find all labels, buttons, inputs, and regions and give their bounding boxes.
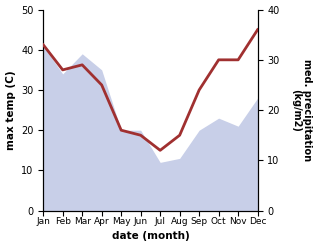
- Y-axis label: med. precipitation
(kg/m2): med. precipitation (kg/m2): [291, 59, 313, 161]
- X-axis label: date (month): date (month): [112, 231, 189, 242]
- Y-axis label: max temp (C): max temp (C): [5, 70, 16, 150]
